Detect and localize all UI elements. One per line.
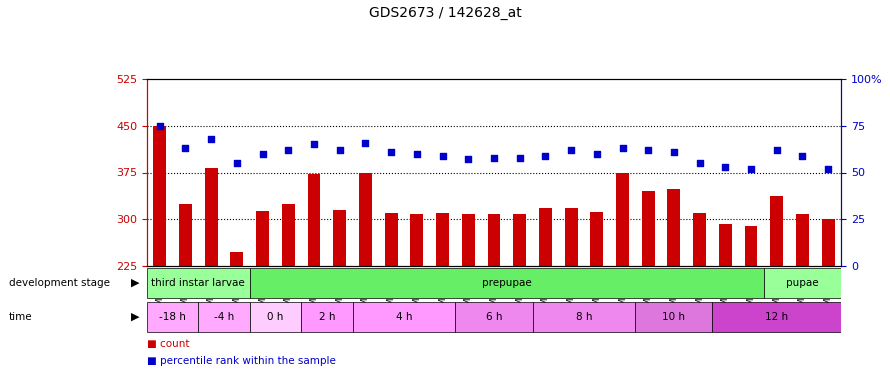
Bar <box>384 213 398 375</box>
Bar <box>282 204 295 375</box>
Point <box>281 147 295 153</box>
Bar <box>590 212 603 375</box>
Point <box>307 141 321 147</box>
Bar <box>719 224 732 375</box>
Point <box>333 147 347 153</box>
Text: 8 h: 8 h <box>576 312 592 322</box>
Bar <box>359 172 372 375</box>
Bar <box>668 189 680 375</box>
Point <box>564 147 578 153</box>
Point <box>230 160 244 166</box>
Text: 6 h: 6 h <box>486 312 502 322</box>
Point <box>538 153 553 159</box>
FancyBboxPatch shape <box>250 268 764 298</box>
Point <box>615 145 629 151</box>
Bar <box>333 210 346 375</box>
Bar <box>616 172 629 375</box>
Text: ▶: ▶ <box>131 278 140 288</box>
FancyBboxPatch shape <box>147 268 250 298</box>
Bar <box>796 214 809 375</box>
Bar <box>642 191 655 375</box>
Point <box>461 156 475 162</box>
Point <box>384 149 398 155</box>
Bar <box>436 213 449 375</box>
Text: 0 h: 0 h <box>267 312 284 322</box>
Point <box>770 147 784 153</box>
Bar <box>514 214 526 375</box>
Bar <box>308 174 320 375</box>
Point <box>409 151 424 157</box>
Text: 2 h: 2 h <box>319 312 335 322</box>
Text: prepupae: prepupae <box>481 278 531 288</box>
FancyBboxPatch shape <box>352 302 456 332</box>
Bar <box>179 204 192 375</box>
Bar <box>153 126 166 375</box>
Text: GDS2673 / 142628_at: GDS2673 / 142628_at <box>368 6 522 20</box>
Bar <box>771 196 783 375</box>
Bar <box>410 214 424 375</box>
Bar <box>745 226 757 375</box>
FancyBboxPatch shape <box>532 302 635 332</box>
Bar <box>488 214 500 375</box>
FancyBboxPatch shape <box>635 302 713 332</box>
FancyBboxPatch shape <box>250 302 301 332</box>
FancyBboxPatch shape <box>456 302 532 332</box>
Point <box>152 123 166 129</box>
Text: pupae: pupae <box>786 278 819 288</box>
Text: 10 h: 10 h <box>662 312 685 322</box>
Text: -4 h: -4 h <box>214 312 234 322</box>
Bar <box>462 214 474 375</box>
Text: time: time <box>9 312 33 322</box>
Text: development stage: development stage <box>9 278 109 288</box>
Point <box>204 136 218 142</box>
Point <box>178 145 192 151</box>
Point <box>744 166 758 172</box>
Bar <box>539 208 552 375</box>
Text: ■ count: ■ count <box>147 339 190 349</box>
Bar <box>256 211 269 375</box>
Point <box>255 151 270 157</box>
Point <box>718 164 732 170</box>
Point <box>821 166 836 172</box>
Point <box>692 160 707 166</box>
Point <box>359 140 373 146</box>
Bar <box>821 219 835 375</box>
FancyBboxPatch shape <box>713 302 841 332</box>
Bar <box>231 252 243 375</box>
Text: 4 h: 4 h <box>396 312 412 322</box>
Point <box>796 153 810 159</box>
FancyBboxPatch shape <box>147 302 198 332</box>
Point <box>513 154 527 160</box>
Point <box>667 149 681 155</box>
Text: ▶: ▶ <box>131 312 140 322</box>
FancyBboxPatch shape <box>198 302 250 332</box>
FancyBboxPatch shape <box>764 268 841 298</box>
Text: ■ percentile rank within the sample: ■ percentile rank within the sample <box>147 356 336 366</box>
Text: 12 h: 12 h <box>765 312 789 322</box>
Bar <box>205 168 217 375</box>
FancyBboxPatch shape <box>301 302 352 332</box>
Text: -18 h: -18 h <box>159 312 186 322</box>
Point <box>590 151 604 157</box>
Point <box>435 153 449 159</box>
Text: third instar larvae: third instar larvae <box>151 278 245 288</box>
Bar <box>564 208 578 375</box>
Bar <box>693 213 706 375</box>
Point <box>641 147 655 153</box>
Point <box>487 154 501 160</box>
